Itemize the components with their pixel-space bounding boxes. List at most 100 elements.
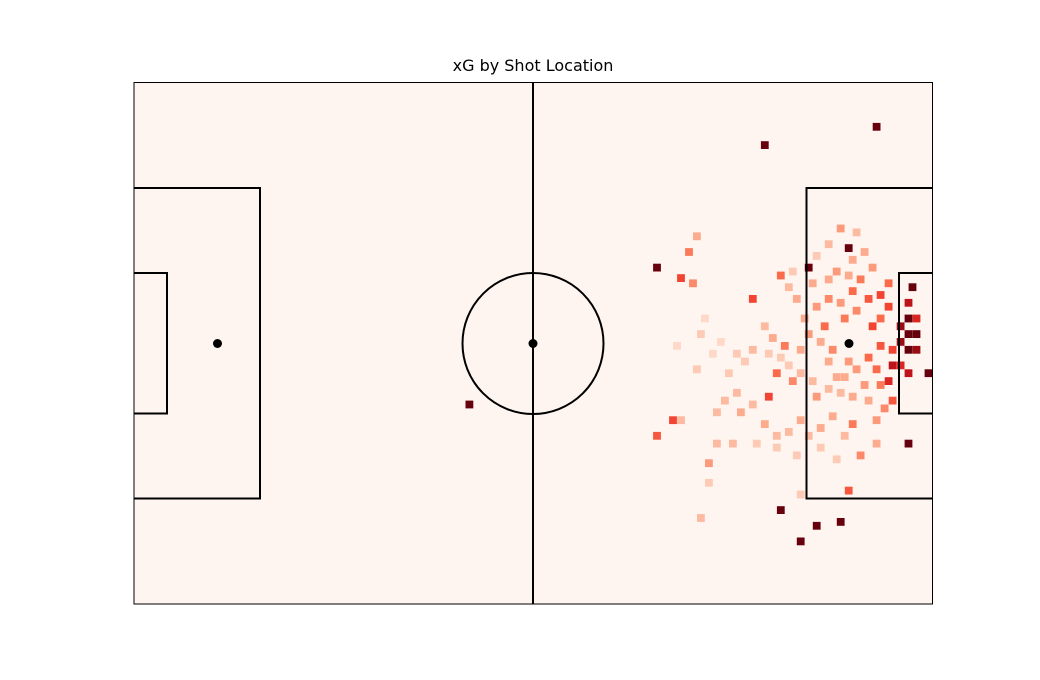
heatmap-cell — [748, 345, 757, 354]
heatmap-cell — [764, 349, 773, 358]
heatmap-cell — [752, 439, 761, 448]
heatmap-cell — [836, 298, 845, 307]
left-six-yard-box — [134, 272, 168, 415]
heatmap-cell — [872, 365, 881, 374]
heatmap-cells — [465, 122, 933, 546]
heatmap-cell — [856, 451, 865, 460]
heatmap-cell — [832, 373, 841, 381]
heatmap-cell — [848, 255, 857, 264]
heatmap-cell — [868, 263, 877, 272]
heatmap-cell — [709, 349, 717, 358]
heatmap-cell — [812, 302, 821, 311]
heatmap-cell — [689, 279, 697, 288]
heatmap-cell — [844, 486, 853, 495]
heatmap-cell — [848, 392, 857, 401]
heatmap-cell — [832, 267, 841, 276]
heatmap-cell — [824, 275, 833, 284]
heatmap-cell — [733, 388, 741, 397]
heatmap-cell — [852, 306, 861, 315]
heatmap-cell — [796, 369, 805, 378]
right-penalty-box — [805, 187, 933, 500]
heatmap-cell — [824, 357, 833, 366]
heatmap-cell — [888, 361, 897, 370]
heatmap-cell — [836, 518, 845, 526]
heatmap-cell — [828, 345, 837, 354]
heatmap-cell — [673, 342, 681, 350]
heatmap-cell — [888, 345, 897, 354]
heatmap-cell — [896, 322, 905, 331]
heatmap-cell — [653, 263, 661, 272]
heatmap-cell — [669, 416, 677, 425]
heatmap-cell — [733, 349, 741, 358]
heatmap-cell — [832, 455, 841, 464]
heatmap-cell — [784, 283, 793, 292]
heatmap-cell — [804, 330, 813, 338]
heatmap-cell — [816, 443, 825, 452]
heatmap-cell — [748, 400, 757, 409]
center-circle — [461, 272, 605, 415]
heatmap-cell — [816, 338, 825, 346]
heatmap-cell — [888, 396, 897, 405]
heatmap-cell — [772, 443, 781, 452]
heatmap-cell — [796, 537, 805, 546]
heatmap-cell — [760, 141, 769, 149]
heatmap-cell — [864, 396, 873, 405]
heatmap-cell — [776, 353, 785, 362]
heatmap-cell — [848, 287, 857, 295]
heatmap-cell — [880, 404, 889, 413]
heatmap-cell — [796, 416, 805, 425]
heatmap-cell — [737, 408, 745, 417]
heatmap-cell — [816, 424, 825, 432]
heatmap-cell — [705, 478, 713, 487]
heatmap-cell — [864, 295, 873, 303]
left-penalty-spot — [213, 339, 222, 348]
heatmap-cell — [792, 295, 801, 303]
heatmap-cell — [465, 400, 474, 409]
heatmap-cell — [784, 428, 793, 436]
heatmap-cell — [872, 122, 881, 131]
heatmap-cell — [820, 322, 829, 331]
heatmap-cell — [840, 373, 849, 381]
heatmap-cell — [713, 408, 721, 417]
heatmap-cell — [729, 439, 737, 448]
heatmap-cell — [713, 439, 721, 448]
heatmap-cell — [856, 275, 865, 284]
heatmap-cell — [912, 314, 921, 323]
heatmap-cell — [800, 314, 809, 323]
heatmap-cell — [836, 224, 845, 233]
heatmap-cell — [792, 451, 801, 460]
heatmap-cell — [685, 248, 693, 256]
heatmap-cell — [904, 369, 913, 378]
heatmap-cell — [653, 431, 661, 440]
heatmap-cell — [876, 342, 885, 350]
heatmap-cell — [912, 345, 921, 354]
heatmap-cell — [788, 267, 797, 276]
heatmap-cell — [697, 330, 705, 338]
heatmap-cell — [741, 357, 749, 366]
heatmap-cell — [904, 439, 913, 448]
heatmap-cell — [828, 412, 837, 421]
heatmap-cell — [824, 385, 833, 393]
heatmap-cell — [824, 295, 833, 303]
heatmap-cell — [896, 361, 905, 370]
heatmap-cell — [844, 244, 853, 252]
heatmap-cell — [852, 228, 861, 237]
heatmap-cell — [804, 431, 813, 440]
heatmap-cell — [701, 314, 709, 323]
heatmap-cell — [904, 345, 913, 354]
heatmap-cell — [796, 345, 805, 354]
heatmap-cell — [860, 248, 869, 256]
heatmap-cell — [840, 431, 849, 440]
pitch-border — [133, 82, 933, 605]
heatmap-cell — [860, 381, 869, 389]
heatmap-cell — [904, 298, 913, 307]
heatmap-cell — [804, 263, 813, 272]
heatmap-cell — [876, 381, 885, 389]
heatmap-cell — [725, 369, 733, 378]
heatmap-cell — [884, 302, 893, 311]
heatmap-cell — [808, 279, 817, 288]
heatmap-cell — [876, 314, 885, 323]
heatmap-cell — [884, 279, 893, 288]
heatmap-cell — [776, 271, 785, 280]
heatmap-cell — [717, 338, 725, 346]
